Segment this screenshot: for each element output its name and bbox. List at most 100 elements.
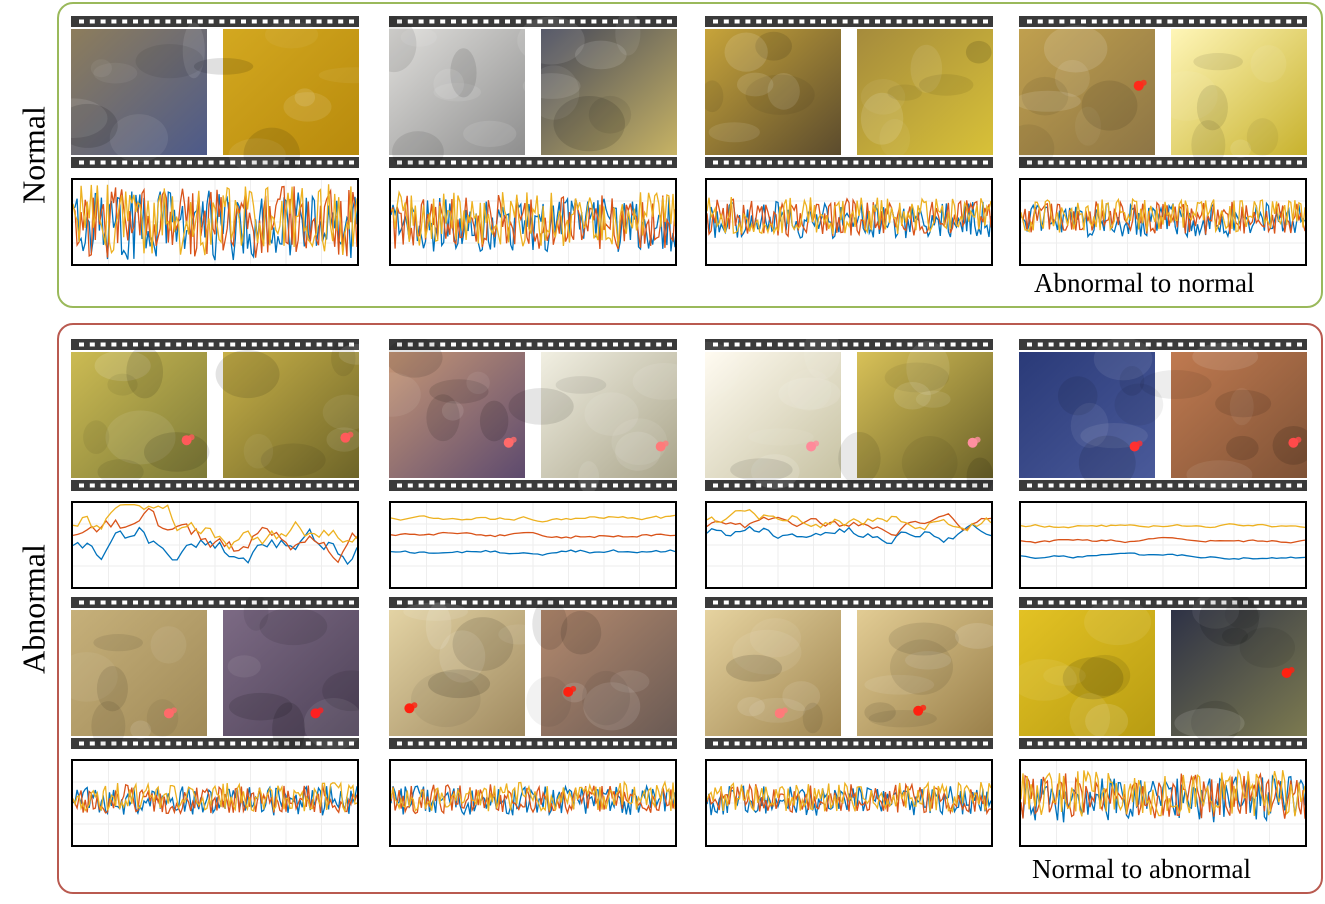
film-sprocket-hole [972,20,977,24]
frame-texture [1226,436,1259,460]
film-sprocket-hole [122,161,127,165]
film-sprocket-hole [1275,343,1280,347]
film-sprocket-hole [875,601,880,605]
film-sprocket-hole [581,343,586,347]
film-sprocket-hole [656,484,661,488]
film-sprocket-hole [789,161,794,165]
frame-texture [919,74,973,96]
signal-plot-graphic [391,761,675,845]
film-sprocket-hole [473,343,478,347]
film-sprocket-hole [624,161,629,165]
film-sprocket-hole [1135,161,1140,165]
film-sprocket-hole [559,343,564,347]
film-sprocket-hole [462,742,467,746]
normal-caption: Abnormal to normal [1034,268,1254,299]
film-sprocket-hole [972,161,977,165]
film-sprocket-hole [155,742,160,746]
film-sprocket-hole [767,601,772,605]
film-sprocket-hole [940,161,945,165]
film-sprocket-hole [79,20,84,24]
film-sprocket-hole [1135,20,1140,24]
film-sprocket-hole [907,484,912,488]
film-sprocket-hole [1092,343,1097,347]
film-sprocket-hole [144,484,149,488]
film-sprocket-hole [951,601,956,605]
frame-texture [532,599,567,650]
film-sprocket-hole [516,484,521,488]
film-sprocket-hole [527,601,532,605]
signal-plot-graphic [1021,761,1305,845]
film-sprocket-hole [176,742,181,746]
film-sprocket-hole [527,161,532,165]
film-sprocket-hole [537,161,542,165]
film-sprocket-hole [516,161,521,165]
film-sprocket-hole [843,161,848,165]
film-sprocket-hole [810,484,815,488]
film-sprocket-hole [327,343,332,347]
film-sprocket-hole [1275,484,1280,488]
film-sprocket-hole [1049,484,1054,488]
film-sprocket-hole [918,161,923,165]
film-sprocket-hole [940,343,945,347]
frame-texture [295,88,315,106]
film-sprocket-hole [713,161,718,165]
frame-texture [1085,704,1128,739]
film-sprocket-hole [1232,742,1237,746]
film-sprocket-hole [101,343,106,347]
film-sprocket-hole [918,601,923,605]
film-sprocket-hole [1200,343,1205,347]
film-strip [705,597,993,749]
film-sprocket-hole [635,343,640,347]
film-sprocket-hole [219,742,224,746]
film-sprocket-hole [1297,161,1302,165]
film-sprocket-hole [462,601,467,605]
anomaly-spot [411,702,417,708]
film-sprocket-hole [473,742,478,746]
film-sprocket-hole [745,742,750,746]
frame-texture [97,459,143,484]
film-strip-graphic [705,597,993,749]
frame-texture [1187,460,1253,489]
film-sprocket-hole [462,161,467,165]
film-sprocket-hole [799,20,804,24]
film-sprocket-hole [505,20,510,24]
film-sprocket-hole [735,20,740,24]
film-sprocket-hole [133,601,138,605]
film-sprocket-hole [1059,343,1064,347]
film-sprocket-hole [1038,484,1043,488]
film-sprocket-hole [1081,20,1086,24]
frame-texture [126,346,163,399]
film-sprocket-hole [198,742,203,746]
film-sprocket-hole [940,20,945,24]
frame-texture [887,85,922,101]
film-sprocket-hole [907,601,912,605]
film-sprocket-hole [295,484,300,488]
film-sprocket-hole [972,601,977,605]
film-sprocket-hole [667,601,672,605]
film-sprocket-hole [810,161,815,165]
film-sprocket-hole [624,601,629,605]
film-sprocket-hole [397,601,402,605]
film-sprocket-hole [821,742,826,746]
film-sprocket-hole [864,20,869,24]
frame-texture [902,436,958,490]
film-sprocket-hole [306,161,311,165]
film-sprocket-hole [907,343,912,347]
film-sprocket-hole [983,742,988,746]
film-sprocket-hole [713,20,718,24]
film-sprocket-hole [209,601,214,605]
frame-texture [480,401,508,442]
film-sprocket-hole [1103,742,1108,746]
film-sprocket-hole [241,20,246,24]
film-sprocket-hole [440,742,445,746]
film-sprocket-hole [1221,161,1226,165]
film-sprocket-hole [918,742,923,746]
film-sprocket-hole [1113,161,1118,165]
frame-texture [803,703,823,734]
film-sprocket-hole [1049,20,1054,24]
film-sprocket-hole [897,742,902,746]
film-sprocket-hole [1167,20,1172,24]
frame-texture [403,603,468,621]
film-sprocket-hole [273,601,278,605]
film-sprocket-hole [144,601,149,605]
